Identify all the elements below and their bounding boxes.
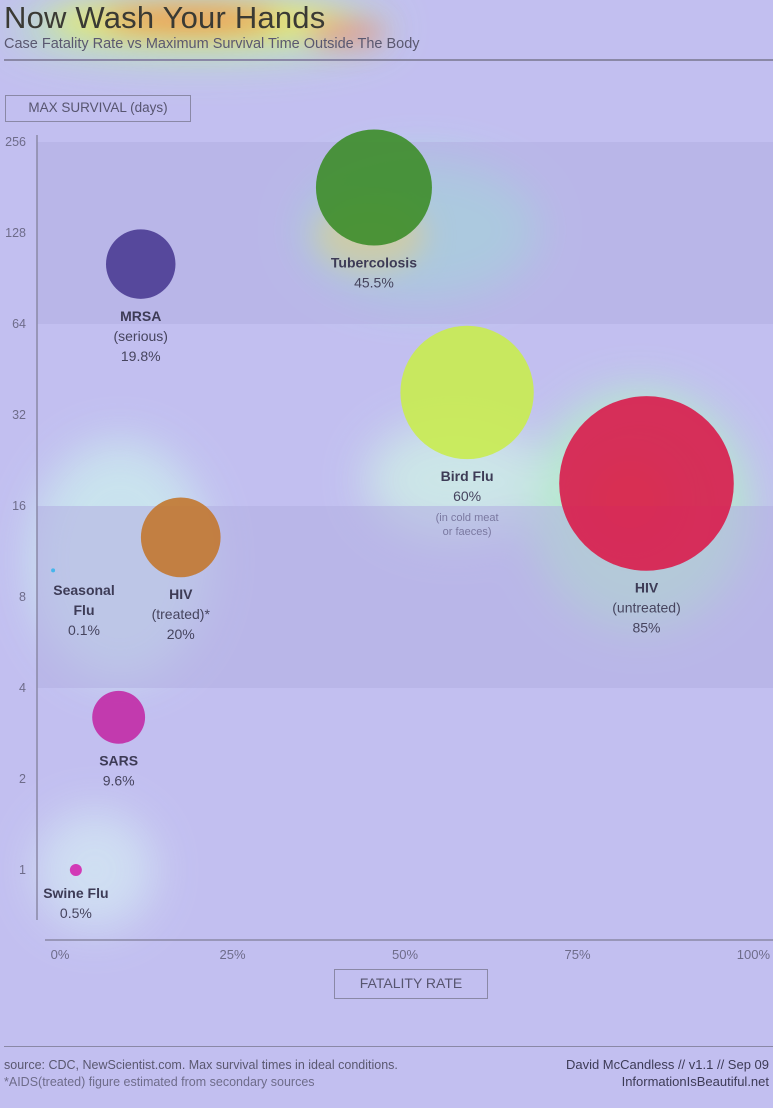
point-label: 20% xyxy=(167,626,195,642)
point-label: 0.5% xyxy=(60,905,92,921)
point-label: (treated)* xyxy=(152,606,211,622)
point-label: HIV xyxy=(169,586,193,602)
y-tick-label: 64 xyxy=(12,317,26,331)
x-tick-label: 25% xyxy=(219,947,245,962)
point-label: 9.6% xyxy=(103,773,135,789)
point-label: Seasonal xyxy=(53,582,114,598)
x-tick-layer: 0% 25% 50% 75% 100% xyxy=(51,947,771,962)
bubble-layer xyxy=(51,129,734,876)
x-tick-label: 100% xyxy=(737,947,771,962)
point-label: (serious) xyxy=(113,328,167,344)
bubble-6 xyxy=(92,690,146,744)
x-tick-label: 0% xyxy=(51,947,70,962)
chart-subtitle: Case Fatality Rate vs Maximum Survival T… xyxy=(4,36,420,52)
x-axis-label: FATALITY RATE xyxy=(334,969,488,999)
bubble-3 xyxy=(559,396,734,571)
y-tick-label: 32 xyxy=(12,408,26,422)
point-label: 19.8% xyxy=(121,348,161,364)
bubble-4 xyxy=(140,497,221,578)
point-label: 60% xyxy=(453,488,481,504)
label-layer: Tubercolosis 45.5% MRSA (serious) 19.8% Bird … xyxy=(43,255,681,921)
y-tick-label: 1 xyxy=(19,863,26,877)
point-label: (untreated) xyxy=(612,600,680,616)
point-label: 45.5% xyxy=(354,275,394,291)
point-label: Swine Flu xyxy=(43,885,108,901)
bubble-1 xyxy=(105,229,176,299)
y-axis-label: MAX SURVIVAL (days) xyxy=(5,95,191,122)
footer-divider xyxy=(4,1046,773,1047)
point-label: Tubercolosis xyxy=(331,255,417,271)
source-note: source: CDC, NewScientist.com. Max survi… xyxy=(4,1058,398,1072)
y-tick-label: 256 xyxy=(5,135,26,149)
bubble-7 xyxy=(69,864,82,876)
footnote: *AIDS(treated) figure estimated from sec… xyxy=(4,1075,315,1089)
point-label: or faeces) xyxy=(443,526,492,538)
site-credit: InformationIsBeautiful.net xyxy=(621,1074,769,1089)
point-label: HIV xyxy=(635,580,659,596)
y-tick-label: 4 xyxy=(19,681,26,695)
point-label: (in cold meat xyxy=(436,512,499,524)
point-label: SARS xyxy=(99,753,138,769)
point-label: 0.1% xyxy=(68,622,100,638)
x-tick-label: 75% xyxy=(564,947,590,962)
chart-title: Now Wash Your Hands xyxy=(4,0,326,35)
y-tick-label: 16 xyxy=(12,499,26,513)
y-tick-label: 128 xyxy=(5,226,26,240)
point-label: Flu xyxy=(74,602,95,618)
bubble-5 xyxy=(51,568,56,573)
y-tick-layer: 1 2 4 8 16 32 64 128 256 xyxy=(5,135,26,877)
point-label: 85% xyxy=(632,620,660,636)
point-label: MRSA xyxy=(120,308,161,324)
author-credit: David McCandless // v1.1 // Sep 09 xyxy=(565,1057,769,1072)
y-tick-label: 8 xyxy=(19,590,26,604)
point-label: Bird Flu xyxy=(441,468,494,484)
title-divider xyxy=(4,59,773,61)
y-tick-label: 2 xyxy=(19,772,26,786)
x-tick-label: 50% xyxy=(392,947,418,962)
bubble-0 xyxy=(315,129,432,246)
bubble-2 xyxy=(400,325,534,460)
